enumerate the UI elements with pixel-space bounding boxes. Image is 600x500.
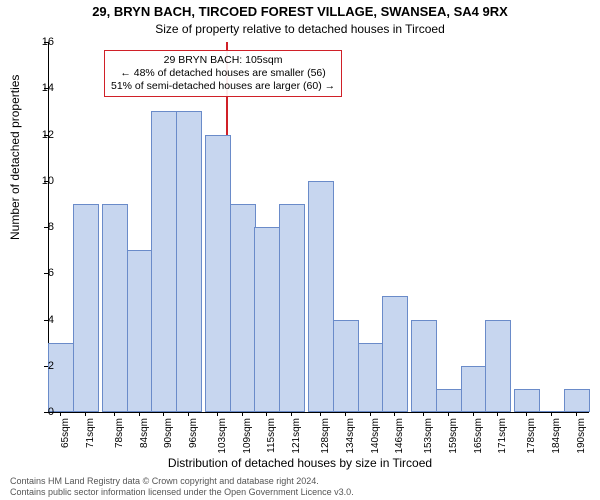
x-tick-label: 178sqm bbox=[526, 418, 537, 468]
x-tick-label: 103sqm bbox=[217, 418, 228, 468]
x-tick-mark bbox=[217, 412, 218, 416]
x-tick-mark bbox=[576, 412, 577, 416]
x-tick-label: 140sqm bbox=[370, 418, 381, 468]
x-tick-mark bbox=[526, 412, 527, 416]
x-tick-mark bbox=[163, 412, 164, 416]
y-tick-label: 2 bbox=[14, 360, 54, 372]
histogram-bar bbox=[382, 296, 408, 412]
x-tick-mark bbox=[345, 412, 346, 416]
annotation-box: 29 BRYN BACH: 105sqm ← 48% of detached h… bbox=[104, 50, 342, 97]
x-tick-mark bbox=[266, 412, 267, 416]
histogram-bar bbox=[436, 389, 462, 412]
x-tick-mark bbox=[497, 412, 498, 416]
x-tick-label: 128sqm bbox=[320, 418, 331, 468]
x-tick-mark bbox=[320, 412, 321, 416]
y-tick-label: 8 bbox=[14, 221, 54, 233]
histogram-bar bbox=[514, 389, 540, 412]
annotation-line3: 51% of semi-detached houses are larger (… bbox=[111, 80, 335, 93]
footer-text: Contains HM Land Registry data © Crown c… bbox=[10, 476, 354, 498]
histogram-bar bbox=[279, 204, 305, 412]
histogram-bar bbox=[205, 135, 231, 413]
x-tick-mark bbox=[188, 412, 189, 416]
y-tick-label: 0 bbox=[14, 406, 54, 418]
x-tick-label: 184sqm bbox=[551, 418, 562, 468]
x-tick-label: 153sqm bbox=[423, 418, 434, 468]
histogram-bar bbox=[254, 227, 280, 412]
y-tick-mark bbox=[44, 227, 48, 228]
histogram-bar bbox=[308, 181, 334, 412]
histogram-bar bbox=[151, 111, 177, 412]
y-tick-label: 4 bbox=[14, 314, 54, 326]
y-tick-label: 6 bbox=[14, 267, 54, 279]
y-tick-label: 14 bbox=[14, 82, 54, 94]
y-tick-mark bbox=[44, 273, 48, 274]
histogram-bar bbox=[358, 343, 384, 412]
y-tick-label: 12 bbox=[14, 129, 54, 141]
x-tick-label: 78sqm bbox=[114, 418, 125, 468]
x-tick-mark bbox=[114, 412, 115, 416]
x-tick-label: 96sqm bbox=[188, 418, 199, 468]
histogram-bar bbox=[411, 320, 437, 413]
y-tick-mark bbox=[44, 88, 48, 89]
x-tick-mark bbox=[291, 412, 292, 416]
footer-line2: Contains public sector information licen… bbox=[10, 487, 354, 498]
histogram-bar bbox=[485, 320, 511, 413]
y-tick-mark bbox=[44, 366, 48, 367]
x-tick-label: 84sqm bbox=[139, 418, 150, 468]
x-tick-mark bbox=[473, 412, 474, 416]
histogram-bar bbox=[176, 111, 202, 412]
x-tick-label: 121sqm bbox=[291, 418, 302, 468]
x-tick-label: 146sqm bbox=[394, 418, 405, 468]
y-tick-mark bbox=[44, 42, 48, 43]
histogram-bar bbox=[102, 204, 128, 412]
x-tick-label: 134sqm bbox=[345, 418, 356, 468]
x-tick-mark bbox=[394, 412, 395, 416]
footer-line1: Contains HM Land Registry data © Crown c… bbox=[10, 476, 354, 487]
y-tick-mark bbox=[44, 181, 48, 182]
y-tick-mark bbox=[44, 412, 48, 413]
histogram-bar bbox=[48, 343, 74, 412]
x-tick-label: 109sqm bbox=[242, 418, 253, 468]
plot-area: 29 BRYN BACH: 105sqm ← 48% of detached h… bbox=[48, 42, 589, 413]
x-tick-mark bbox=[551, 412, 552, 416]
x-tick-label: 65sqm bbox=[60, 418, 71, 468]
histogram-bar bbox=[564, 389, 590, 412]
x-tick-mark bbox=[370, 412, 371, 416]
annotation-line1: 29 BRYN BACH: 105sqm bbox=[111, 54, 335, 67]
y-axis-label: Number of detached properties bbox=[8, 75, 22, 240]
x-tick-mark bbox=[448, 412, 449, 416]
x-tick-mark bbox=[242, 412, 243, 416]
x-tick-label: 165sqm bbox=[473, 418, 484, 468]
x-tick-label: 90sqm bbox=[163, 418, 174, 468]
x-tick-mark bbox=[423, 412, 424, 416]
chart-container: 29, BRYN BACH, TIRCOED FOREST VILLAGE, S… bbox=[0, 0, 600, 500]
histogram-bar bbox=[127, 250, 153, 412]
chart-title-main: 29, BRYN BACH, TIRCOED FOREST VILLAGE, S… bbox=[0, 4, 600, 19]
y-tick-mark bbox=[44, 320, 48, 321]
x-tick-label: 190sqm bbox=[576, 418, 587, 468]
annotation-line2: ← 48% of detached houses are smaller (56… bbox=[111, 67, 335, 80]
histogram-bar bbox=[73, 204, 99, 412]
x-tick-mark bbox=[60, 412, 61, 416]
histogram-bar bbox=[333, 320, 359, 413]
x-tick-mark bbox=[85, 412, 86, 416]
y-tick-mark bbox=[44, 135, 48, 136]
x-tick-label: 115sqm bbox=[266, 418, 277, 468]
x-tick-label: 171sqm bbox=[497, 418, 508, 468]
histogram-bar bbox=[461, 366, 487, 412]
x-tick-label: 71sqm bbox=[85, 418, 96, 468]
chart-title-sub: Size of property relative to detached ho… bbox=[0, 22, 600, 36]
histogram-bar bbox=[230, 204, 256, 412]
y-tick-label: 16 bbox=[14, 36, 54, 48]
y-tick-label: 10 bbox=[14, 175, 54, 187]
x-tick-label: 159sqm bbox=[448, 418, 459, 468]
histogram-bar bbox=[539, 411, 565, 412]
x-tick-mark bbox=[139, 412, 140, 416]
